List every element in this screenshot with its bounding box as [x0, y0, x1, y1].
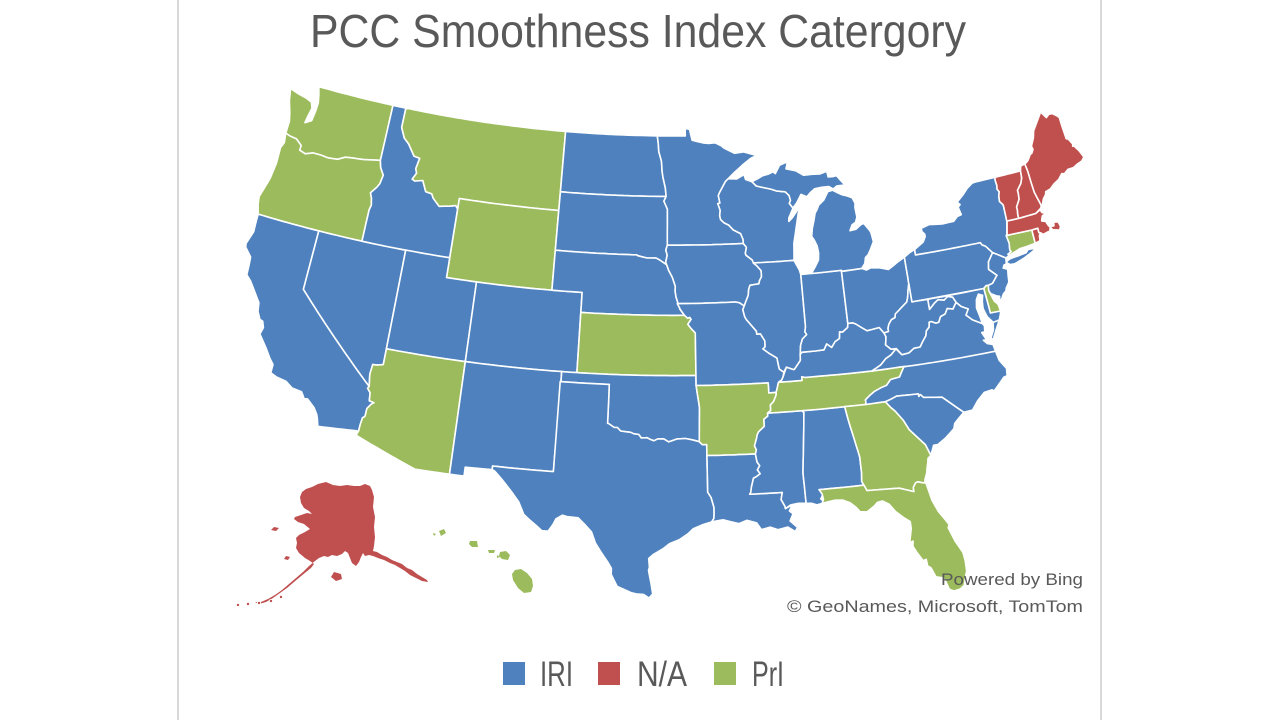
- svg-text:N/A: N/A: [637, 655, 688, 694]
- svg-text:Powered by Bing: Powered by Bing: [941, 571, 1083, 589]
- svg-text:IRI: IRI: [540, 655, 573, 694]
- svg-text:PCC Smoothness Index Catergory: PCC Smoothness Index Catergory: [310, 5, 966, 57]
- svg-text:© GeoNames, Microsoft, TomTom: © GeoNames, Microsoft, TomTom: [787, 598, 1083, 616]
- svg-text:PrI: PrI: [752, 655, 784, 694]
